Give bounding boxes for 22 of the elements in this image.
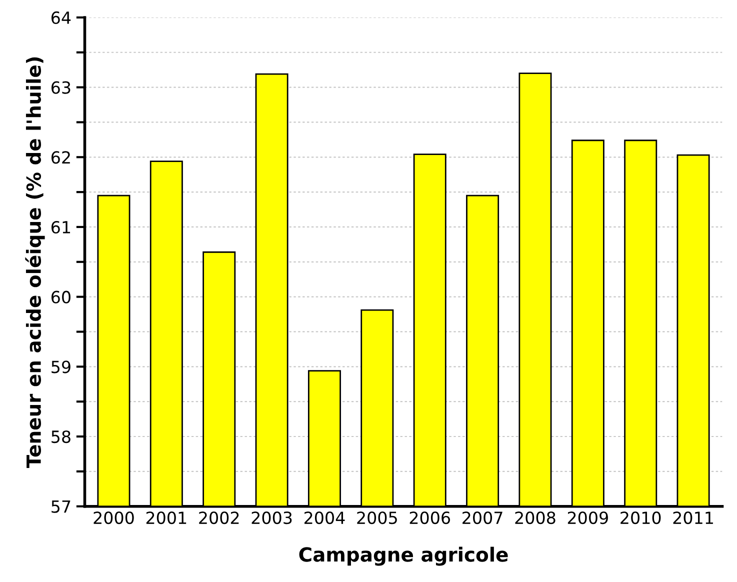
x-tick-label: 2000 [94,511,134,524]
y-tick-label: 63 [52,81,70,94]
x-axis-title: Campagne agricole [299,546,508,566]
x-tick-label: 2005 [357,511,397,524]
x-tick-label: 2001 [146,511,186,524]
x-tick-label: 2002 [199,511,239,524]
x-tick-label: 2007 [462,511,502,524]
x-tick-label: 2008 [515,511,556,524]
y-axis-title: Teneur en acide oléique (% de l'huile) [25,57,45,468]
y-tick-label: 60 [52,290,70,304]
y-tick-label: 61 [52,220,70,234]
y-tick-label: 58 [52,430,70,444]
x-tick-label: 2011 [673,511,713,524]
x-tick-label: 2010 [620,511,661,524]
y-tick-label: 64 [52,11,71,24]
x-tick-label: 2006 [410,511,450,524]
x-tick-label: 2009 [568,511,608,524]
y-tick-label: 62 [52,151,70,164]
x-tick-label: 2004 [304,511,345,524]
x-tick-label: 2003 [252,511,292,524]
y-tick-label: 57 [52,500,70,513]
y-tick-label: 59 [52,360,70,374]
